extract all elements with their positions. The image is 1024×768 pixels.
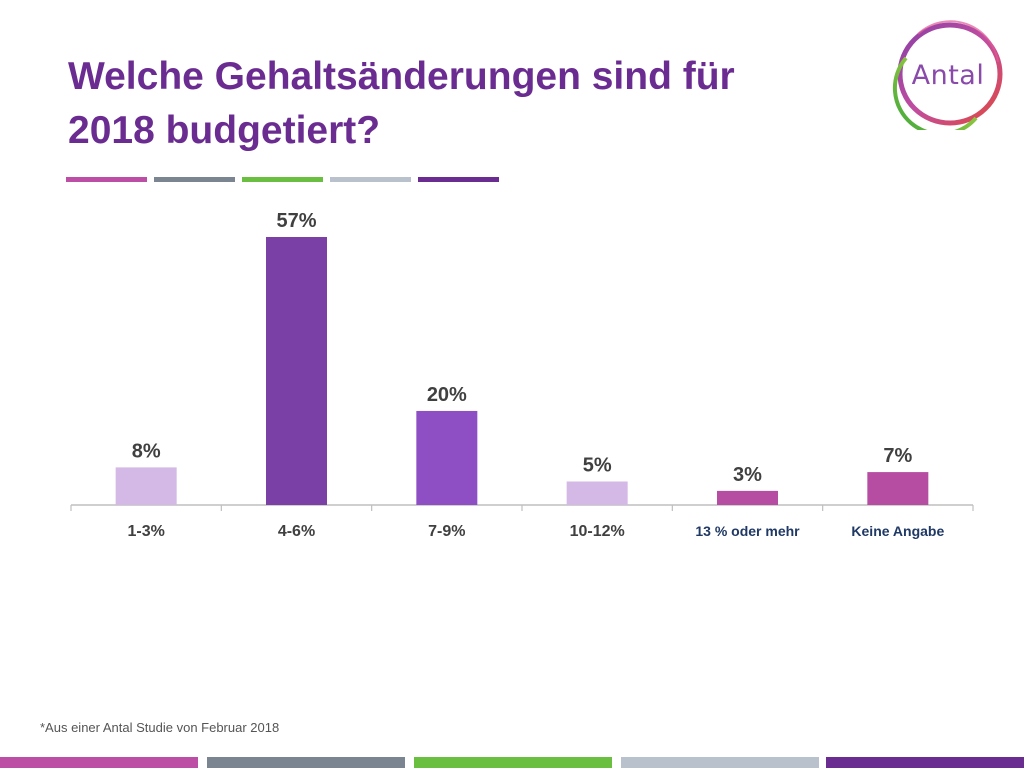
page-title: Welche Gehaltsänderungen sind für 2018 b… (68, 50, 828, 158)
bar-2 (266, 237, 327, 505)
footer-stripe-gray (207, 757, 405, 768)
title-line-2: 2018 budgetiert? (68, 109, 381, 152)
bar-5 (717, 490, 778, 505)
bar-chart: 8% 1-3% 57% 4-6% 20% 7-9% 5% 10-12% 3% 13 % oder … (70, 210, 974, 540)
data-label-2: 57% (276, 210, 316, 232)
logo-text: Antal (911, 59, 985, 91)
footer-stripe-magenta (0, 757, 198, 768)
data-label-3: 20% (427, 384, 467, 406)
footer-stripe-purple (826, 757, 1024, 768)
title-line-1: Welche Gehaltsänderungen sind für (68, 55, 735, 98)
category-label-5: 13 % oder mehr (695, 523, 800, 539)
footer-stripes (0, 757, 1024, 768)
stripe-light-gray (330, 177, 411, 182)
data-label-1: 8% (132, 440, 161, 462)
antal-logo: Antal (890, 18, 1006, 137)
stripe-gray (154, 177, 235, 182)
data-label-4: 5% (583, 454, 612, 476)
category-label-1: 1-3% (127, 523, 164, 540)
bar-1 (115, 467, 177, 505)
category-label-3: 7-9% (428, 523, 465, 540)
data-label-6: 7% (883, 445, 912, 467)
bar-3 (416, 410, 478, 505)
category-label-6: Keine Angabe (851, 523, 944, 539)
stripe-purple (418, 177, 499, 182)
footer-stripe-light-gray (621, 757, 819, 768)
bar-6 (867, 472, 929, 505)
category-label-2: 4-6% (278, 523, 315, 540)
footnote: *Aus einer Antal Studie von Februar 2018 (40, 720, 280, 735)
footer-stripe-green (414, 757, 612, 768)
stripe-green (242, 177, 323, 182)
bar-4 (566, 481, 628, 505)
data-label-5: 3% (733, 464, 762, 486)
category-label-4: 10-12% (570, 523, 625, 540)
stripe-magenta (66, 177, 147, 182)
